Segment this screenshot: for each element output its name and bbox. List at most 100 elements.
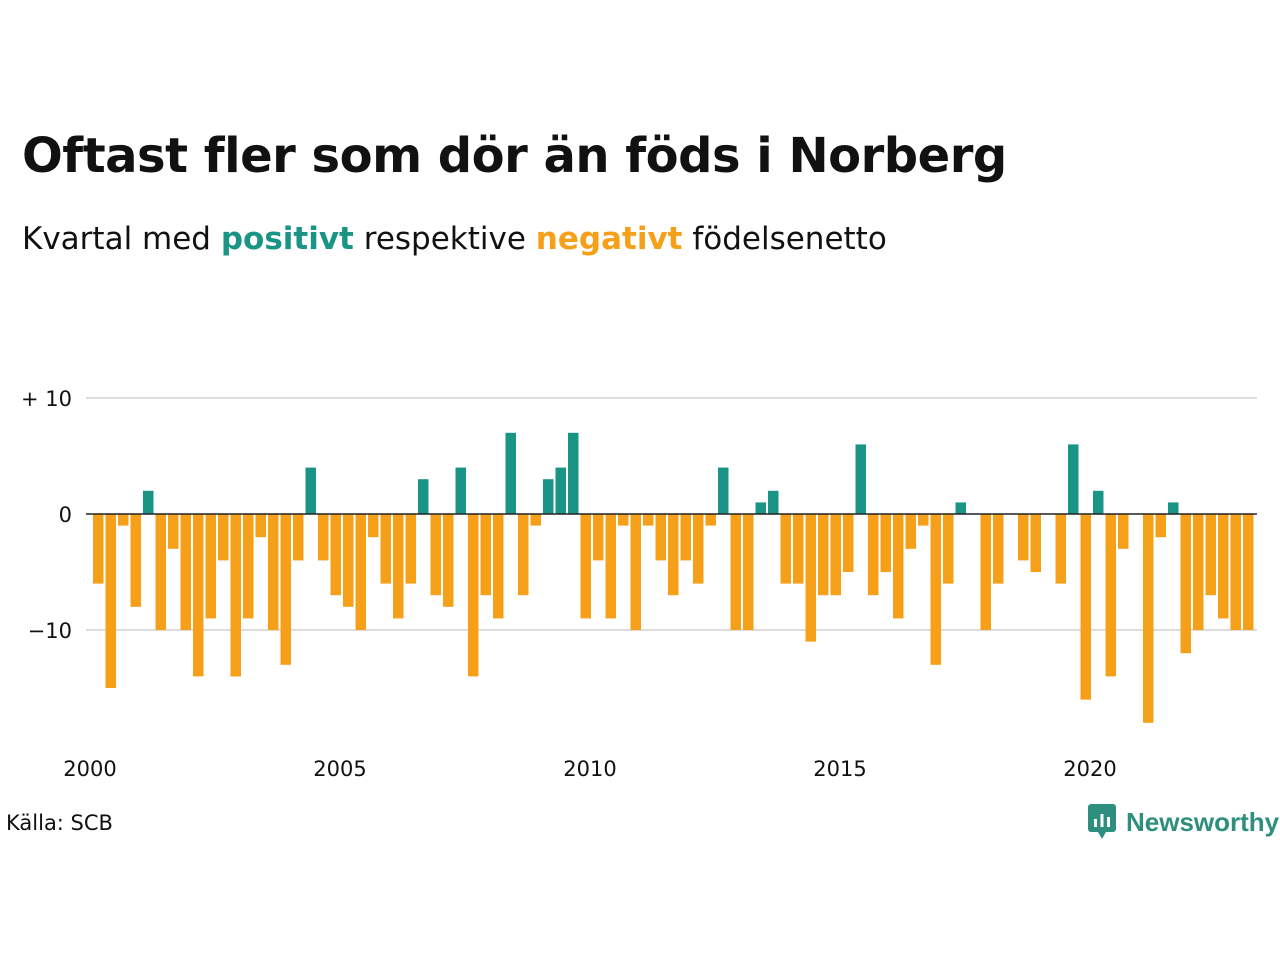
bar-negative [443, 514, 454, 607]
bar-negative [93, 514, 104, 584]
bar-negative [218, 514, 229, 561]
bar-negative [280, 514, 291, 665]
bar-negative [368, 514, 379, 538]
bar-negative [1018, 514, 1029, 561]
bar-negative [643, 514, 654, 526]
subtitle-suffix: födelsenetto [692, 221, 887, 257]
bar-negative [605, 514, 616, 619]
bar-negative [243, 514, 254, 619]
x-tick-label: 2005 [313, 757, 366, 781]
bar-negative [330, 514, 341, 596]
bar-negative [680, 514, 691, 561]
subtitle-positive-label: positivt [220, 221, 354, 257]
subtitle-negative-label: negativt [535, 221, 683, 257]
bar-negative [205, 514, 216, 619]
chart-subtitle: Kvartal med positivt respektive negativt… [22, 221, 887, 257]
bar-negative [580, 514, 591, 619]
bar-negative [618, 514, 629, 526]
x-tick-label: 2010 [563, 757, 616, 781]
bar-negative [130, 514, 141, 607]
bar-negative [918, 514, 929, 526]
bar-positive [1068, 444, 1079, 514]
bar-negative [1080, 514, 1091, 700]
bar-negative [980, 514, 991, 630]
bar-negative [668, 514, 679, 596]
bar-negative [630, 514, 641, 630]
bar-negative [1118, 514, 1129, 549]
bar-positive [143, 490, 154, 514]
bar-negative [155, 514, 166, 630]
bar-negative [743, 514, 754, 630]
bar-negative [1230, 514, 1241, 630]
bar-negative [905, 514, 916, 549]
bar-positive [543, 479, 554, 514]
bar-positive [718, 467, 729, 514]
bar-negative [793, 514, 804, 584]
y-tick-label: 0 [59, 503, 72, 527]
bar-positive [855, 444, 866, 514]
bar-negative [655, 514, 666, 561]
bar-positive [505, 432, 516, 514]
bar-negative [230, 514, 241, 677]
bar-negative [993, 514, 1004, 584]
bar-negative [805, 514, 816, 642]
bar-positive [768, 490, 779, 514]
bar-negative [1105, 514, 1116, 677]
bar-negative [180, 514, 191, 630]
x-tick-label: 2015 [813, 757, 866, 781]
brand-name: Newsworthy [1126, 806, 1280, 837]
bar-negative [480, 514, 491, 596]
bar-positive [1168, 502, 1179, 514]
x-tick-label: 2000 [63, 757, 116, 781]
bar-negative [1030, 514, 1041, 572]
subtitle-prefix: Kvartal med [22, 221, 211, 257]
bar-negative [118, 514, 129, 526]
source-note: Källa: SCB [6, 811, 113, 835]
bar-negative [868, 514, 879, 596]
bar-negative [380, 514, 391, 584]
bar-negative [530, 514, 541, 526]
y-tick-label: −10 [28, 619, 72, 643]
bar-negative [405, 514, 416, 584]
bar-negative [705, 514, 716, 526]
bar-positive [455, 467, 466, 514]
bar-negative [343, 514, 354, 607]
newsworthy-logo-icon [1088, 804, 1116, 839]
bar-negative [430, 514, 441, 596]
bar-positive [555, 467, 566, 514]
bar-negative [693, 514, 704, 584]
bar-negative [1193, 514, 1204, 630]
y-tick-label: + 10 [21, 387, 72, 411]
bar-negative [193, 514, 204, 677]
x-tick-label: 2020 [1063, 757, 1116, 781]
bar-negative [930, 514, 941, 665]
bar-negative [880, 514, 891, 572]
bar-negative [1055, 514, 1066, 584]
bar-negative [1143, 514, 1154, 723]
bar-negative [1155, 514, 1166, 538]
bar-negative [1218, 514, 1229, 619]
bar-negative [268, 514, 279, 630]
bar-negative [893, 514, 904, 619]
bar-negative [830, 514, 841, 596]
bar-positive [418, 479, 429, 514]
bar-negative [780, 514, 791, 584]
bar-positive [755, 502, 766, 514]
bar-negative [393, 514, 404, 619]
bar-negative [1243, 514, 1254, 630]
bar-negative [355, 514, 366, 630]
bar-positive [568, 432, 579, 514]
bar-positive [955, 502, 966, 514]
bar-negative [468, 514, 479, 677]
bar-negative [255, 514, 266, 538]
bar-negative [105, 514, 116, 688]
subtitle-middle: respektive [363, 221, 526, 257]
bar-negative [1205, 514, 1216, 596]
bar-negative [493, 514, 504, 619]
bar-negative [318, 514, 329, 561]
bar-negative [818, 514, 829, 596]
brand-logo: Newsworthy [1088, 804, 1279, 840]
bar-negative [168, 514, 179, 549]
bar-negative [943, 514, 954, 584]
